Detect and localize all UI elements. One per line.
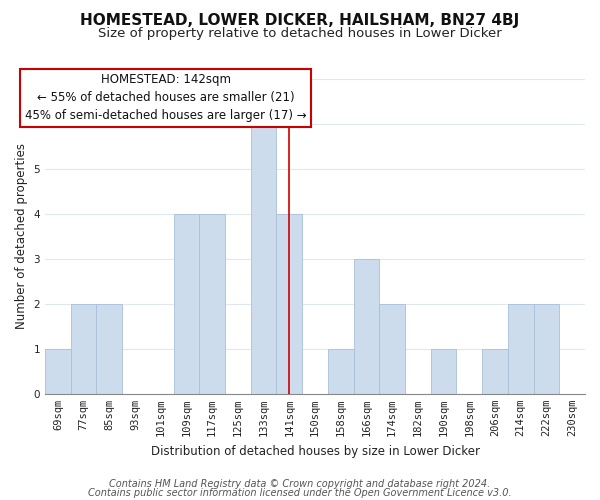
Y-axis label: Number of detached properties: Number of detached properties [15,144,28,330]
Bar [173,214,199,394]
Bar [277,214,302,394]
X-axis label: Distribution of detached houses by size in Lower Dicker: Distribution of detached houses by size … [151,444,479,458]
Bar [482,349,508,394]
Text: HOMESTEAD: 142sqm
← 55% of detached houses are smaller (21)
45% of semi-detached: HOMESTEAD: 142sqm ← 55% of detached hous… [25,74,307,122]
Bar [71,304,97,394]
Text: Contains public sector information licensed under the Open Government Licence v3: Contains public sector information licen… [88,488,512,498]
Text: Size of property relative to detached houses in Lower Dicker: Size of property relative to detached ho… [98,28,502,40]
Bar [45,349,71,394]
Text: HOMESTEAD, LOWER DICKER, HAILSHAM, BN27 4BJ: HOMESTEAD, LOWER DICKER, HAILSHAM, BN27 … [80,12,520,28]
Bar [533,304,559,394]
Bar [328,349,353,394]
Bar [251,124,277,394]
Bar [431,349,457,394]
Bar [97,304,122,394]
Text: Contains HM Land Registry data © Crown copyright and database right 2024.: Contains HM Land Registry data © Crown c… [109,479,491,489]
Bar [508,304,533,394]
Bar [379,304,405,394]
Bar [353,259,379,394]
Bar [199,214,225,394]
